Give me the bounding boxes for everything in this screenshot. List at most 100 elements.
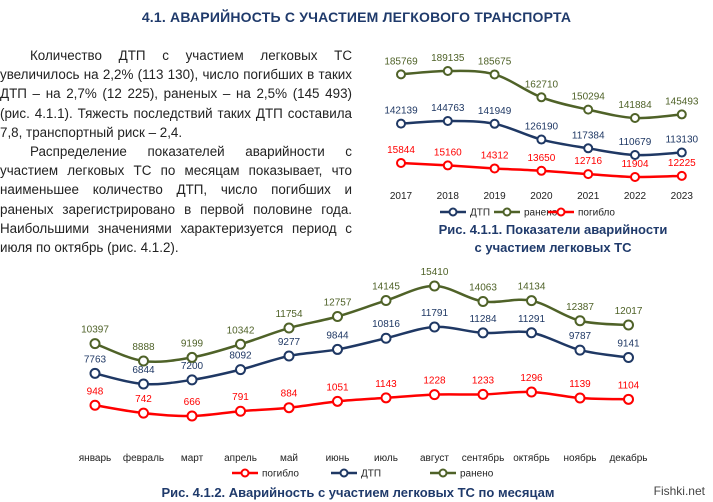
chart1-label-dtp: 144763	[431, 103, 465, 114]
chart1-label-pogiblo: 12716	[574, 156, 602, 167]
chart2-point-pogiblo	[623, 393, 634, 405]
chart2-x-tick: декабрь	[609, 452, 647, 464]
chart2-point-pogiblo	[186, 410, 198, 422]
chart2-line-pogiblo	[94, 390, 629, 418]
chart2-label-pogiblo: 948	[87, 386, 104, 397]
chart2-label-pogiblo: 1233	[472, 375, 495, 386]
chart1-point-raneno	[536, 92, 547, 103]
chart2-label-dtp: 7200	[181, 361, 204, 372]
body-text: Количество ДТП с участием легковых ТС ув…	[0, 46, 352, 257]
chart2-label-dtp: 11284	[469, 314, 497, 325]
chart2-label-dtp: 9787	[569, 331, 592, 342]
chart1-legend-marker-dtp	[448, 207, 458, 217]
chart2-x-tick: февраль	[123, 452, 164, 464]
chart2-x-tick: январь	[79, 453, 111, 464]
watermark: Fishki.net	[653, 484, 705, 498]
chart1-point-dtp	[583, 143, 594, 154]
chart2-label-pogiblo: 884	[281, 389, 298, 400]
chart2-label-dtp: 9277	[278, 337, 301, 348]
chart1-x-tick: 2021	[577, 191, 600, 202]
chart2-point-dtp	[380, 332, 392, 344]
chart1-point-dtp	[676, 147, 687, 158]
chart2-label-pogiblo: 1228	[423, 376, 446, 387]
chart2-label-pogiblo: 1143	[375, 379, 397, 390]
chart2-point-dtp	[186, 374, 198, 386]
chart2-point-pogiblo	[235, 405, 246, 417]
chart2-legend-pogiblo: погибло	[262, 468, 299, 480]
paragraph-2: Распределение показателей аварийности с …	[0, 144, 352, 256]
chart1-point-pogiblo	[630, 172, 640, 182]
section-title: 4.1. АВАРИЙНОСТЬ С УЧАСТИЕМ ЛЕГКОВОГО ТР…	[141, 9, 572, 25]
chart2-label-dtp: 9844	[326, 330, 349, 341]
chart2-label-pogiblo: 1296	[520, 373, 543, 384]
chart1-label-pogiblo: 14312	[481, 150, 509, 161]
chart1-point-raneno	[396, 69, 406, 80]
chart2-label-pogiblo: 791	[232, 392, 249, 403]
chart1-point-pogiblo	[676, 170, 687, 181]
chart1-label-pogiblo: 12225	[668, 158, 696, 169]
chart1-label-pogiblo: 13650	[527, 153, 555, 164]
chart2-label-raneno: 12387	[566, 302, 594, 313]
chart1-point-dtp	[536, 134, 547, 145]
chart2-label-dtp: 9141	[617, 339, 640, 350]
chart2-point-dtp	[429, 321, 440, 333]
chart2-legend-raneno: ранено	[460, 469, 494, 480]
chart1-point-dtp	[442, 116, 453, 126]
chart2-x-tick: март	[181, 453, 204, 464]
chart2-point-raneno	[138, 355, 149, 367]
chart2-point-dtp	[477, 327, 489, 339]
chart2-label-raneno: 10342	[227, 325, 255, 336]
chart2-point-pogiblo	[380, 392, 392, 404]
chart2-legend-marker-dtp	[339, 468, 349, 478]
chart-monthly: январь февраль март апрель май июнь июль август…	[79, 267, 648, 480]
chart1-label-raneno: 185675	[478, 56, 512, 67]
chart2-label-raneno: 11754	[275, 309, 303, 320]
chart2-label-pogiblo: 666	[184, 397, 201, 408]
chart2-label-raneno: 14063	[469, 282, 497, 293]
chart1-point-pogiblo	[442, 160, 453, 171]
chart1-label-pogiblo: 15160	[434, 147, 462, 158]
chart1-legend-raneno: ранено	[524, 208, 558, 219]
chart2-point-raneno	[380, 295, 392, 307]
chart2-label-dtp: 10816	[372, 319, 400, 330]
chart2-label-raneno: 14134	[518, 282, 546, 293]
chart1-point-dtp	[630, 150, 640, 160]
chart2-point-raneno	[283, 322, 295, 334]
chart1-label-pogiblo: 11904	[621, 159, 649, 170]
chart1-point-dtp	[396, 118, 406, 129]
chart2-label-dtp: 7763	[84, 354, 107, 365]
chart1-point-pogiblo	[396, 158, 406, 168]
chart1-label-dtp: 126190	[525, 122, 559, 133]
chart2-point-pogiblo	[429, 389, 440, 401]
chart2-x-tick: сентябрь	[462, 452, 505, 464]
chart2-line-raneno	[94, 284, 629, 364]
chart2-point-raneno	[574, 315, 586, 327]
chart2-point-pogiblo	[89, 399, 101, 411]
chart2-label-dtp: 11291	[518, 314, 546, 325]
chart2-label-raneno: 12017	[615, 306, 643, 317]
chart2-point-pogiblo	[477, 388, 489, 400]
chart2-point-dtp	[138, 378, 149, 390]
chart2-point-dtp	[526, 327, 537, 339]
chart-yearly: 2017 2018 2019 2020 2021 2022 2023 142139 144763…	[384, 53, 699, 219]
chart1-label-raneno: 162710	[525, 79, 559, 90]
chart2-legend-dtp: ДТП	[361, 469, 381, 480]
chart2-label-dtp: 11791	[421, 308, 449, 319]
chart2-label-raneno: 14145	[372, 282, 400, 293]
chart1-caption-line2: с участием легковых ТС	[475, 240, 633, 255]
chart2-legend-marker-pogiblo	[240, 468, 250, 478]
chart2-label-raneno: 15410	[421, 267, 449, 278]
chart1-label-pogiblo: 15844	[387, 145, 415, 156]
chart2-label-raneno: 8888	[132, 342, 155, 353]
chart2-label-raneno: 10397	[81, 325, 109, 336]
chart1-point-pogiblo	[536, 165, 547, 176]
chart1-point-pogiblo	[489, 163, 500, 174]
chart2-point-dtp	[574, 344, 586, 356]
chart1-legend-pogiblo: погибло	[578, 207, 615, 219]
chart1-point-raneno	[676, 109, 687, 120]
chart1-x-tick: 2023	[671, 191, 694, 202]
chart1-x-tick: 2019	[483, 191, 506, 202]
chart2-point-dtp	[623, 352, 634, 364]
chart1-x-tick: 2020	[530, 191, 553, 202]
